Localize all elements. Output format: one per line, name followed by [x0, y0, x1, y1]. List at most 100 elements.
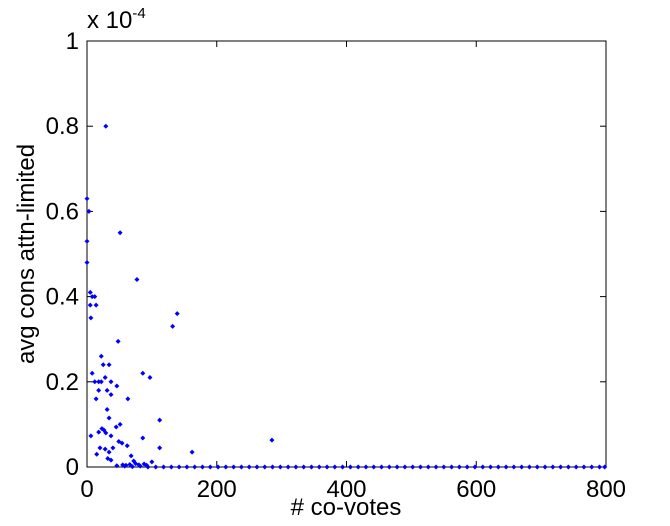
point — [88, 315, 94, 321]
point — [92, 379, 98, 385]
point — [113, 424, 119, 430]
point — [89, 294, 95, 300]
point — [425, 464, 431, 470]
point — [503, 464, 509, 470]
point — [104, 406, 110, 412]
point — [98, 353, 104, 359]
point — [102, 446, 108, 452]
point — [301, 464, 307, 470]
point — [125, 396, 131, 402]
point — [89, 370, 95, 376]
point — [92, 294, 98, 300]
point — [511, 464, 517, 470]
point — [488, 464, 494, 470]
x-tick-label: 0 — [80, 476, 93, 503]
point — [122, 463, 128, 469]
point — [117, 421, 123, 427]
point — [168, 464, 174, 470]
point — [394, 464, 400, 470]
point — [293, 464, 299, 470]
y-tick-label: 1 — [66, 28, 79, 55]
y-scale-base: x 10 — [87, 7, 132, 34]
point — [371, 464, 377, 470]
y-tick-label: 0 — [66, 454, 79, 481]
point — [602, 464, 608, 470]
point — [157, 445, 163, 451]
point — [495, 464, 501, 470]
point — [147, 375, 153, 381]
point — [324, 464, 330, 470]
point — [519, 464, 525, 470]
point — [106, 449, 112, 455]
point — [262, 464, 268, 470]
point — [542, 464, 548, 470]
point — [464, 464, 470, 470]
point — [565, 464, 571, 470]
point — [269, 437, 275, 443]
point — [103, 123, 109, 129]
y-tick-label: 0.4 — [46, 284, 79, 311]
point — [108, 379, 114, 385]
point — [189, 449, 195, 455]
point — [134, 277, 140, 283]
point — [94, 451, 100, 457]
y-scale-exponent: -4 — [132, 5, 145, 22]
point — [316, 464, 322, 470]
point — [88, 433, 94, 439]
point — [597, 464, 603, 470]
point — [84, 196, 90, 202]
point — [93, 302, 99, 308]
point — [87, 302, 93, 308]
point — [119, 440, 125, 446]
point — [87, 289, 93, 295]
point — [199, 464, 205, 470]
point — [254, 464, 260, 470]
point — [100, 362, 106, 368]
x-tick-label: 800 — [586, 476, 626, 503]
point — [207, 464, 213, 470]
point — [363, 464, 369, 470]
point — [86, 208, 92, 214]
point — [192, 464, 198, 470]
point — [117, 230, 123, 236]
point — [108, 433, 114, 439]
point — [140, 435, 146, 441]
point — [238, 464, 244, 470]
x-axis-label: # co-votes — [291, 494, 402, 521]
point — [106, 362, 112, 368]
point — [106, 415, 112, 421]
point — [137, 463, 143, 469]
point — [153, 464, 159, 470]
point — [99, 426, 105, 432]
point — [270, 464, 276, 470]
point — [128, 453, 134, 459]
x-tick-label: 600 — [456, 476, 496, 503]
x-tick-label: 400 — [326, 476, 366, 503]
y-axis-label: avg cons attn-limited — [13, 144, 40, 364]
point — [157, 417, 163, 423]
point — [285, 464, 291, 470]
point — [108, 457, 114, 463]
point — [96, 387, 102, 393]
point — [104, 387, 110, 393]
point — [96, 429, 102, 435]
point — [456, 464, 462, 470]
point — [129, 464, 135, 470]
point — [308, 464, 314, 470]
point — [402, 464, 408, 470]
point — [149, 459, 155, 465]
plot-frame — [86, 40, 607, 468]
point — [550, 464, 556, 470]
point — [93, 396, 99, 402]
point — [410, 464, 416, 470]
point — [124, 443, 130, 449]
x-tick-label: 200 — [197, 476, 237, 503]
point — [589, 464, 595, 470]
point — [114, 383, 120, 389]
point — [417, 464, 423, 470]
point — [110, 445, 116, 451]
y-scale-label: x 10-4 — [87, 5, 146, 34]
point — [526, 464, 532, 470]
point — [231, 464, 237, 470]
